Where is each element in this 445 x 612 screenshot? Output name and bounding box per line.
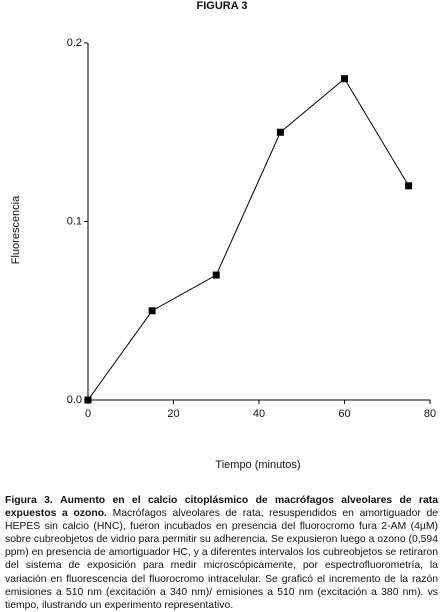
- x-tick-label: 80: [424, 408, 436, 420]
- data-point: [405, 182, 413, 190]
- x-tick-label: 40: [253, 408, 265, 420]
- y-axis-label: Fluorescencia: [10, 195, 22, 264]
- data-point: [84, 396, 92, 404]
- x-axis-label: Tiempo (minutos): [215, 459, 300, 471]
- y-tick-label: 0.1: [67, 215, 82, 227]
- caption-label: Figura 3.: [5, 495, 53, 506]
- x-tick-label: 0: [85, 408, 91, 420]
- data-line: [87, 77, 410, 401]
- x-tick-label: 60: [338, 408, 350, 420]
- data-point: [148, 307, 156, 315]
- caption-title: Aumento en el calcio citoplásmico de mac…: [5, 495, 438, 520]
- caption: Figura 3. Aumento en el calcio citoplásm…: [5, 494, 438, 612]
- y-tick-label: 0.0: [67, 394, 82, 406]
- data-point: [341, 75, 348, 83]
- y-tick-label: 0.2: [67, 37, 82, 49]
- chart-title: FIGURA 3: [197, 0, 248, 12]
- chart: FIGURA 3 Tiempo (minutos) Fluorescencia …: [10, 0, 436, 471]
- data-point: [276, 128, 284, 136]
- x-tick-label: 20: [167, 408, 179, 420]
- data-point: [212, 271, 220, 279]
- caption-text: Macrófagos alveolares de rata, resuspend…: [5, 508, 439, 611]
